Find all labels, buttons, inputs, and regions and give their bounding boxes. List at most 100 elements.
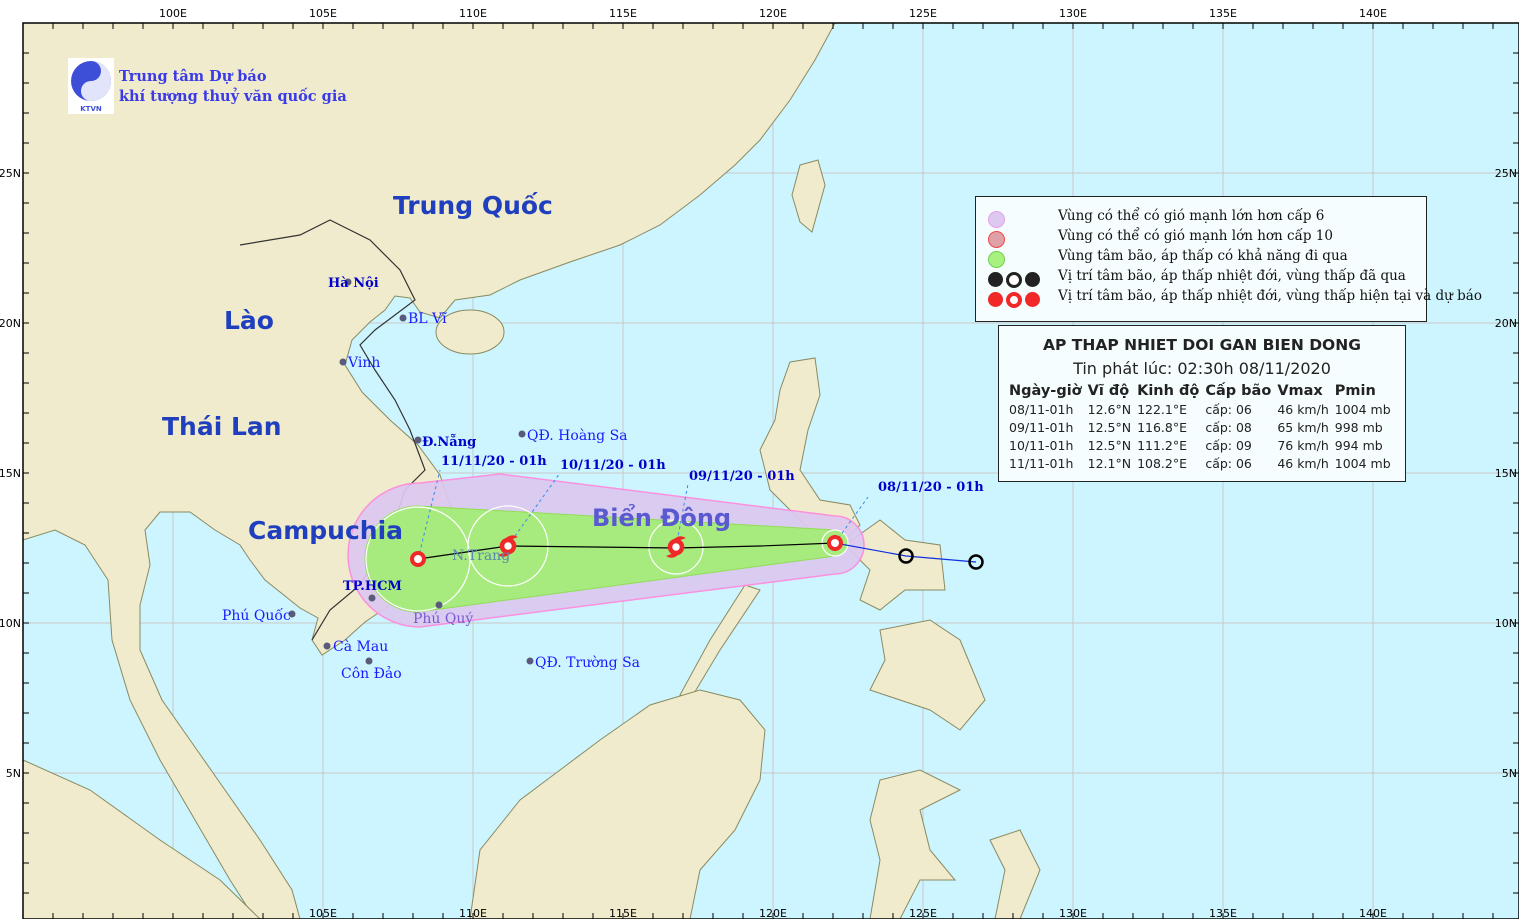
city-dots: [288, 278, 534, 665]
lon-tick-label-top: 115E: [609, 7, 637, 20]
storm-title: AP THAP NHIET DOI GAN BIEN DONG: [1043, 336, 1361, 354]
lat-tick-label-left: 20N: [0, 317, 21, 330]
taiwan: [791, 159, 826, 233]
svg-text:KTVN: KTVN: [80, 105, 102, 113]
legend: Vùng có thể có gió mạnh lớn hơn cấp 6 Vù…: [975, 196, 1482, 322]
forecast-table: Ngày-giờ Vĩ độ Kinh độ Cấp bão Vmax Pmin 08/1…: [1009, 383, 1397, 473]
table-cell: cấp: 06: [1205, 402, 1252, 417]
track-label-09: 09/11/20 - 01h: [689, 469, 795, 484]
place-ca-mau: Cà Mau: [333, 638, 388, 655]
track-time-labels: 08/11/20 - 01h 09/11/20 - 01h 10/11/20 -…: [441, 454, 984, 495]
lon-tick-label-top: 125E: [909, 7, 937, 20]
legend-item: Vị trí tâm bão, áp thấp nhiệt đới, vùng …: [976, 287, 1482, 308]
table-cell: cấp: 06: [1205, 456, 1252, 471]
track-label-11: 11/11/20 - 01h: [441, 454, 547, 469]
past-depression-icon: [1006, 271, 1022, 288]
lon-tick-label-bottom: 115E: [609, 907, 637, 919]
country-cambodia: Campuchia: [248, 516, 403, 545]
label-leaders: [417, 469, 869, 560]
lat-tick-label-left: 5N: [6, 767, 21, 780]
place-con-dao: Côn Đảo: [341, 665, 402, 682]
past-track-line: [834, 542, 977, 563]
storm-icon: [498, 535, 518, 557]
table-cell: 111.2°E: [1137, 438, 1188, 453]
place-truong-sa: QĐ. Trường Sa: [535, 655, 640, 671]
column-header: Ngày-giờ: [1009, 383, 1082, 399]
sea-bien-dong: Biển Đông: [592, 502, 731, 532]
place-phu-quy: Phú Quý: [413, 610, 473, 627]
brand-line-1: Trung tâm Dự báo: [119, 68, 267, 85]
table-cell: 46 km/h: [1277, 402, 1329, 417]
country-thailand: Thái Lan: [162, 412, 282, 441]
column-header: Kinh độ: [1137, 383, 1200, 399]
legend-item: Vị trí tâm bão, áp thấp nhiệt đới, vùng …: [976, 267, 1426, 288]
country-laos: Lào: [224, 306, 274, 335]
place-labels: Hà Nội BL Vĩ Vinh Đ.Nẵng QĐ. Hoàng Sa N.…: [222, 276, 640, 682]
legend-item: Vùng tâm bão, áp thấp có khả năng đi qua: [976, 247, 1426, 268]
lat-tick-label-left: 15N: [0, 467, 21, 480]
place-ha-noi: Hà Nội: [328, 276, 379, 291]
lon-tick-label-top: 105E: [309, 7, 337, 20]
axis-ticks: 100E 105E 110E 115E 120E 125E 130E 135E 140E 105E…: [0, 7, 1519, 919]
past-low-icon: [1025, 272, 1040, 287]
table-cell: 116.8°E: [1137, 420, 1188, 435]
lon-tick-label-bottom: 105E: [309, 907, 337, 919]
brand-line-2: khí tượng thuỷ văn quốc gia: [119, 88, 347, 105]
sulawesi: [869, 769, 962, 919]
purple-circle-icon: [988, 211, 1005, 228]
mainland-asia: [22, 22, 836, 919]
lon-tick-label-bottom: 135E: [1209, 907, 1237, 919]
lat-tick-label-left: 25N: [0, 167, 21, 180]
column-header: Pmin: [1334, 383, 1376, 399]
country-china: Trung Quốc: [393, 191, 553, 220]
lon-tick-label-bottom: 125E: [909, 907, 937, 919]
lon-tick-label-top: 130E: [1059, 7, 1087, 20]
past-position-icon: [898, 548, 914, 564]
table-cell: 10/11-01h: [1009, 438, 1074, 453]
lon-tick-label-top: 120E: [759, 7, 787, 20]
visayas: [844, 519, 946, 611]
hainan-island: [435, 309, 505, 355]
legend-item: Vùng có thể có gió mạnh lớn hơn cấp 6: [976, 207, 1426, 228]
halmahera: [989, 829, 1041, 919]
storm-info-box: AP THAP NHIET DOI GAN BIEN DONG Tin phát…: [998, 325, 1406, 482]
table-cell: cấp: 08: [1205, 420, 1252, 435]
lat-tick-label-right: 15N: [1495, 467, 1517, 480]
red-circle-icon: [988, 231, 1005, 248]
forecast-low-icon: [1025, 292, 1040, 307]
depression-icon: [827, 535, 843, 551]
forecast-position-markers: [410, 535, 843, 567]
lon-tick-label-bottom: 110E: [459, 907, 487, 919]
table-cell: 76 km/h: [1277, 438, 1329, 453]
map-frame: [22, 22, 1519, 919]
depression-icon: [410, 551, 426, 567]
borneo: [469, 689, 766, 919]
past-position-icon: [968, 554, 984, 570]
place-hoang-sa: QĐ. Hoàng Sa: [527, 427, 628, 444]
legend-item: Vùng có thể có gió mạnh lớn hơn cấp 10: [976, 227, 1426, 248]
table-cell: 12.6°N: [1087, 402, 1132, 417]
issued-time: Tin phát lúc: 02:30h 08/11/2020: [1073, 359, 1331, 378]
table-cell: 46 km/h: [1277, 456, 1329, 471]
table-cell: 998 mb: [1334, 420, 1383, 435]
lon-tick-label-bottom: 140E: [1359, 907, 1387, 919]
table-cell: 122.1°E: [1137, 402, 1188, 417]
table-cell: 108.2°E: [1137, 456, 1188, 471]
table-cell: 1004 mb: [1334, 402, 1391, 417]
column-header: Vĩ độ: [1087, 383, 1130, 399]
region-labels: Trung Quốc Lào Thái Lan Campuchia Biển Đ…: [162, 191, 731, 545]
table-cell: 12.5°N: [1087, 438, 1132, 453]
lat-tick-label-left: 10N: [0, 617, 21, 630]
track-label-08: 08/11/20 - 01h: [878, 480, 984, 495]
table-cell: 12.5°N: [1087, 420, 1132, 435]
table-cell: 09/11-01h: [1009, 420, 1074, 435]
lat-tick-label-right: 20N: [1495, 317, 1517, 330]
place-vinh: Vinh: [347, 355, 380, 371]
lon-tick-label-top: 100E: [159, 7, 187, 20]
column-header: Vmax: [1277, 383, 1323, 399]
sumatra: [22, 759, 261, 919]
lon-tick-label-bottom: 120E: [759, 907, 787, 919]
lon-tick-label-top: 140E: [1359, 7, 1387, 20]
table-cell: 65 km/h: [1277, 420, 1329, 435]
place-da-nang: Đ.Nẵng: [422, 434, 476, 450]
